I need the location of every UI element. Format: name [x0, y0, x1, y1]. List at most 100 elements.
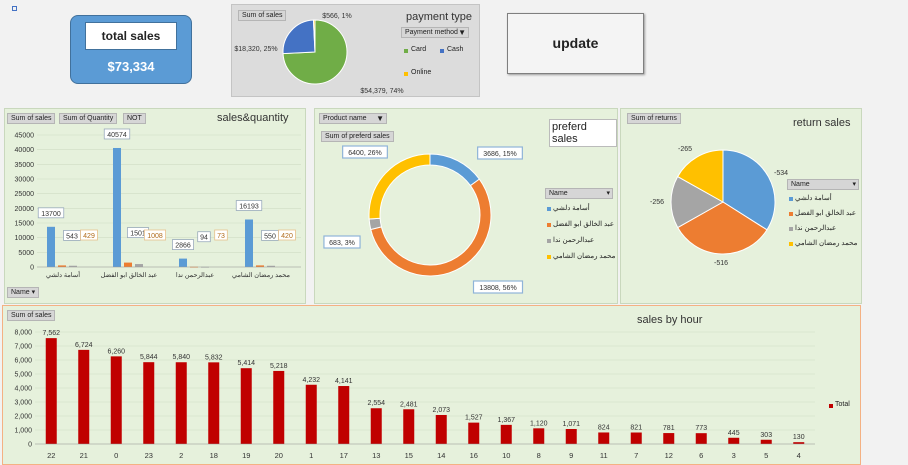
- total-sales-card: total sales $73,334: [70, 15, 192, 84]
- hour-legend-swatch: [829, 404, 833, 408]
- data-label: 303: [760, 432, 772, 439]
- data-label: 2866: [175, 243, 191, 250]
- bar: [728, 437, 740, 444]
- hour-title: sales by hour: [637, 314, 703, 326]
- y-tick-label: 35000: [15, 162, 35, 169]
- hour-sum-tag[interactable]: Sum of sales: [7, 310, 56, 321]
- x-tick-label: 11: [600, 451, 608, 460]
- bar: [793, 442, 805, 444]
- legend-swatch: [547, 255, 551, 259]
- data-label: 40574: [107, 132, 127, 139]
- bar: [695, 433, 707, 444]
- bar: [135, 264, 143, 267]
- y-tick-label: 25000: [15, 191, 35, 198]
- legend-swatch: [789, 197, 793, 201]
- data-label-box: [235, 200, 263, 211]
- product-name-label: Product name: [323, 115, 367, 122]
- payment-type-panel: Sum of sales payment type Payment method…: [231, 4, 480, 97]
- x-tick-label: أسامة دلشي: [46, 269, 80, 279]
- sq-tag-not[interactable]: NOT: [123, 113, 146, 124]
- x-tick-label: 5: [764, 451, 768, 460]
- x-tick-label: 0: [114, 451, 118, 460]
- preferd-donut-svg: 3686, 15% 13808, 56% 683, 3% 6400, 26%: [323, 145, 524, 294]
- sq-name-label: Name: [11, 289, 30, 296]
- bar: [245, 219, 253, 267]
- data-label: 6,260: [107, 348, 125, 355]
- returns-title: return sales: [793, 117, 851, 129]
- bar: [760, 439, 772, 444]
- data-label: 1,527: [465, 415, 483, 422]
- update-button[interactable]: update: [507, 13, 644, 74]
- legend-swatch: [789, 212, 793, 216]
- chevron-down-icon: ▾: [606, 190, 610, 197]
- bar: [78, 349, 90, 444]
- legend-swatch: [547, 223, 551, 227]
- legend-swatch-card: [404, 49, 408, 53]
- data-label: 821: [630, 425, 642, 432]
- bar: [240, 368, 252, 444]
- sq-tag-sales[interactable]: Sum of sales: [7, 113, 56, 124]
- product-name-filter[interactable]: Product name ▼: [319, 113, 387, 124]
- y-tick-label: 40000: [15, 147, 35, 154]
- x-tick-label: محمد رمضان الشامي: [232, 271, 290, 279]
- data-label: 5,844: [140, 354, 158, 361]
- sq-name-filter[interactable]: Name ▾: [7, 287, 40, 298]
- payment-method-filter[interactable]: Payment method ▼: [401, 27, 469, 38]
- data-label-box: [477, 146, 523, 160]
- x-tick-label: 2: [179, 451, 183, 460]
- returns-legend-name[interactable]: Name ▾: [787, 179, 859, 190]
- bar: [435, 414, 447, 444]
- data-label: $566, 1%: [322, 13, 352, 20]
- corner-marker: [12, 6, 17, 11]
- x-tick-label: 3: [732, 451, 736, 460]
- x-tick-label: 15: [405, 451, 413, 460]
- bar: [338, 386, 350, 444]
- x-tick-label: 8: [537, 451, 541, 460]
- chevron-down-icon: ▾: [852, 181, 856, 188]
- payment-pie-svg: $54,379, 74% $18,320, 25% $566, 1%: [234, 13, 403, 95]
- returns-pie-svg: -534 -516 -256 -265: [650, 146, 788, 267]
- sq-tag-quantity[interactable]: Sum of Quantity: [59, 113, 118, 124]
- bar: [143, 362, 155, 444]
- data-label: 94: [200, 235, 208, 242]
- total-sales-title: total sales: [85, 22, 177, 50]
- data-label: 429: [83, 233, 95, 240]
- data-label: 13808, 56%: [479, 285, 516, 292]
- y-tick-label: 30000: [15, 177, 35, 184]
- pref-legend-name[interactable]: Name ▾: [545, 188, 613, 199]
- sales-quantity-svg: 0 5000 10000 15000 20000 25000 30000 35000 40000…: [15, 128, 301, 279]
- payment-sum-tag[interactable]: Sum of sales: [238, 10, 287, 21]
- data-label: 2,073: [432, 407, 450, 414]
- sq-title: sales&quantity: [217, 112, 289, 124]
- data-label: 683, 3%: [329, 240, 355, 247]
- bar: [598, 432, 610, 444]
- data-label: 1,120: [530, 420, 548, 427]
- x-tick-label: 23: [145, 451, 153, 460]
- x-tick-label: 1: [309, 451, 313, 460]
- bar: [663, 433, 675, 444]
- returns-sum-tag[interactable]: Sum of returns: [627, 113, 681, 124]
- x-tick-label: 12: [665, 451, 673, 460]
- x-tick-label: عبد الخالق ابو الفضل: [101, 271, 158, 279]
- bar: [179, 258, 187, 267]
- data-label: 5,218: [270, 363, 288, 370]
- pref-sum-tag[interactable]: Sum of preferd sales: [321, 131, 394, 142]
- sales-quantity-panel: Sum of sales Sum of Quantity NOT sales&q…: [4, 108, 306, 304]
- data-label: -516: [714, 260, 728, 267]
- bar: [370, 408, 382, 444]
- data-label-box: [278, 229, 296, 241]
- legend-item: محمد رمضان الشامي: [553, 253, 616, 260]
- bar: [175, 362, 187, 444]
- legend-swatch-online: [404, 72, 408, 76]
- legend-item: عبد الخالق ابو الفضل: [795, 210, 856, 217]
- data-label: 2,481: [400, 401, 418, 408]
- legend-swatch-cash: [440, 49, 444, 53]
- bar: [500, 424, 512, 444]
- bar: [69, 265, 77, 267]
- x-tick-label: 18: [210, 451, 218, 460]
- data-label: 1501: [130, 231, 146, 238]
- data-label: 781: [663, 425, 675, 432]
- x-tick-label: 22: [47, 451, 55, 460]
- data-label: 420: [281, 233, 293, 240]
- filter-icon: ▼: [376, 114, 384, 123]
